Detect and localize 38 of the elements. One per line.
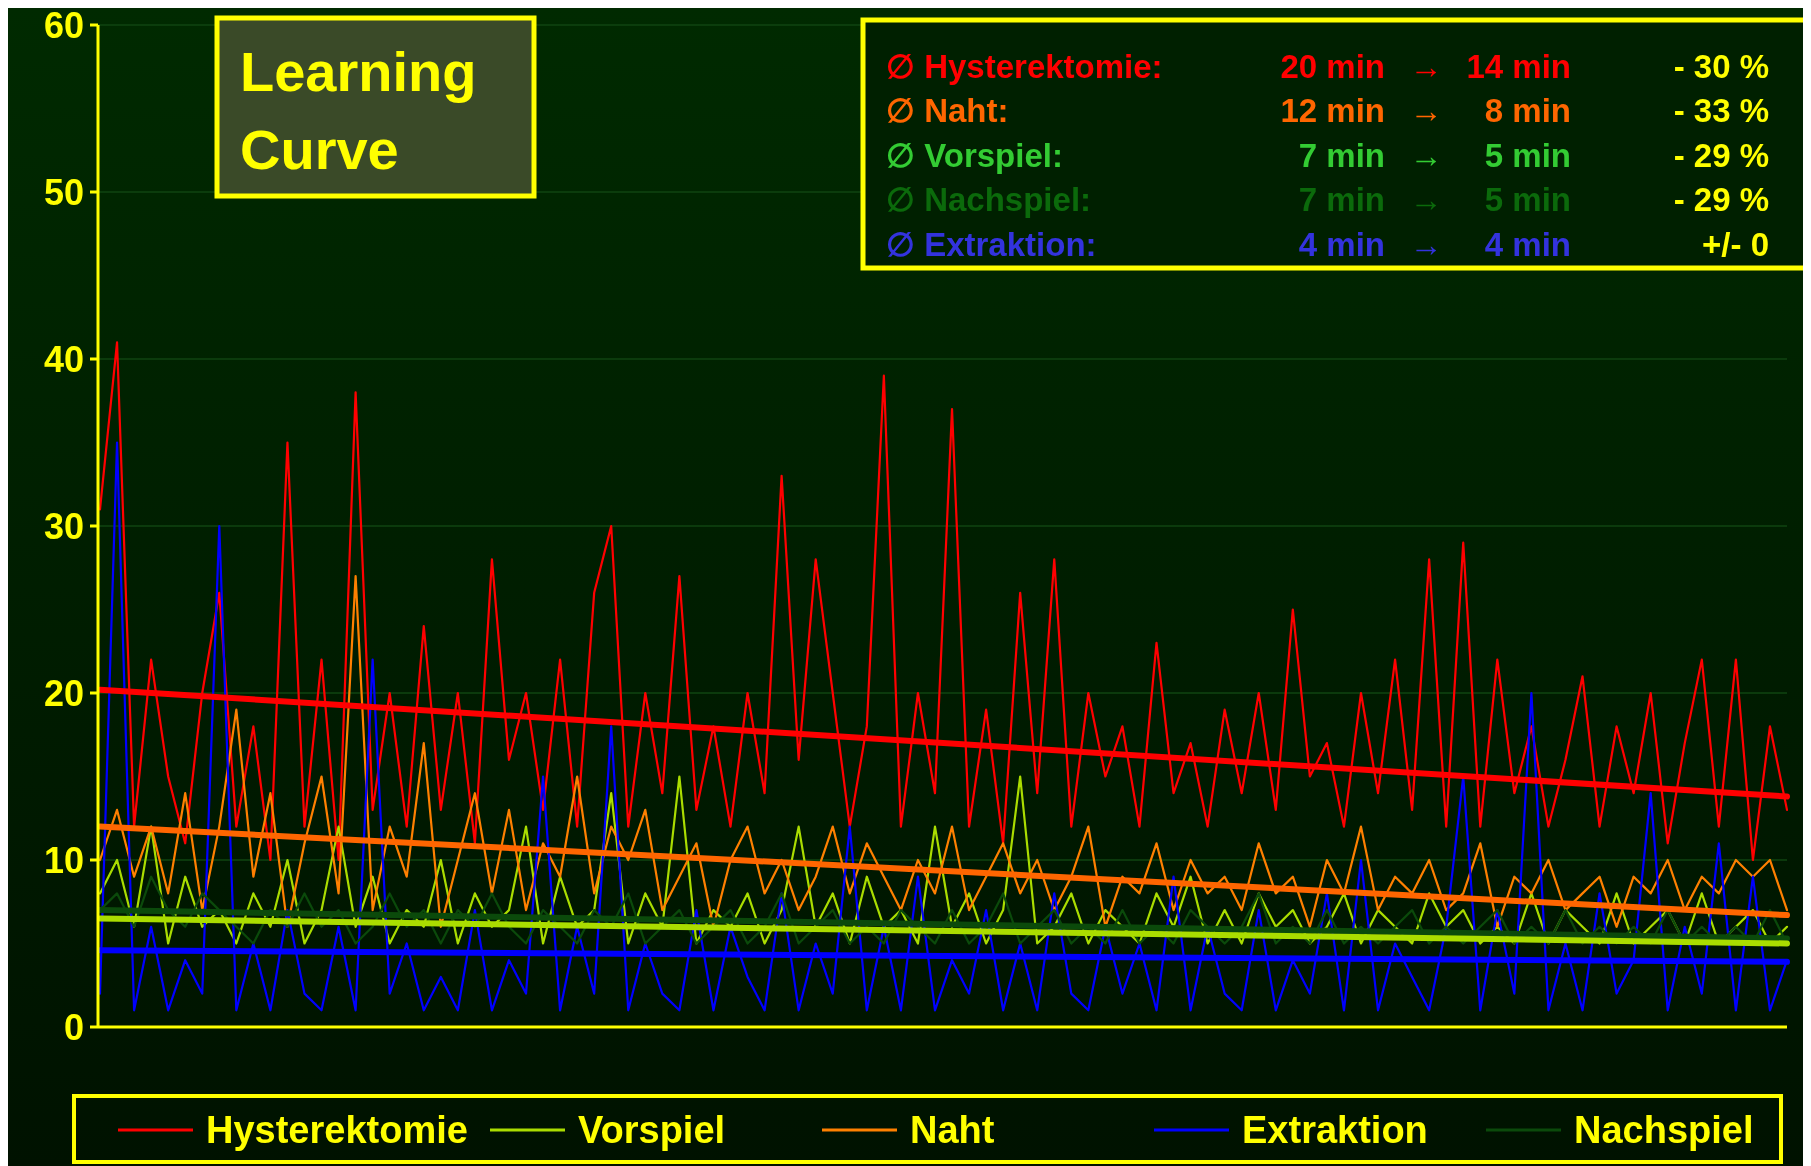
legend-label: Nachspiel [1574,1109,1754,1152]
y-tick-label: 30 [43,505,84,547]
annotation: → [1409,136,1443,174]
annotation: - 29 % [1673,181,1769,219]
annotation: 14 min [1466,47,1571,85]
annotation: 4 min [1484,225,1571,263]
y-tick-label: 50 [43,171,84,213]
annotation: 5 min [1484,181,1571,219]
legend-label: Naht [910,1109,995,1152]
annotation: - 33 % [1673,92,1769,130]
legend-label: Extraktion [1242,1109,1428,1152]
annotation: ∅ Hysterektomie: [886,47,1163,85]
y-tick-label: 20 [43,672,84,714]
annotation: 7 min [1298,181,1385,219]
annotation: 8 min [1484,92,1571,130]
annotation: → [1409,92,1443,130]
annotation: ∅ Nachspiel: [886,181,1092,219]
annotation: ∅ Extraktion: [886,225,1097,263]
y-tick-label: 40 [43,338,84,380]
annotation: - 29 % [1673,136,1769,174]
y-tick-label: 60 [43,4,84,46]
legend-label: Vorspiel [578,1109,726,1152]
y-tick-label: 0 [63,1006,84,1048]
annotation: 12 min [1280,92,1385,130]
annotation: ∅ Naht: [886,92,1009,130]
y-tick-label: 10 [43,839,84,881]
annotation: - 30 % [1673,47,1769,85]
annotation: 5 min [1484,136,1571,174]
annotation: 20 min [1280,47,1385,85]
annotation: → [1409,181,1443,219]
text: Learning Curve [240,40,477,181]
annotation: ∅ Vorspiel: [886,136,1063,174]
legend-label: Hysterektomie [206,1109,468,1152]
annotation: 7 min [1298,136,1385,174]
annotation: 4 min [1298,225,1385,263]
annotation: → [1409,47,1443,85]
annotation: → [1409,225,1443,263]
annotation: +/- 0 [1702,225,1769,263]
